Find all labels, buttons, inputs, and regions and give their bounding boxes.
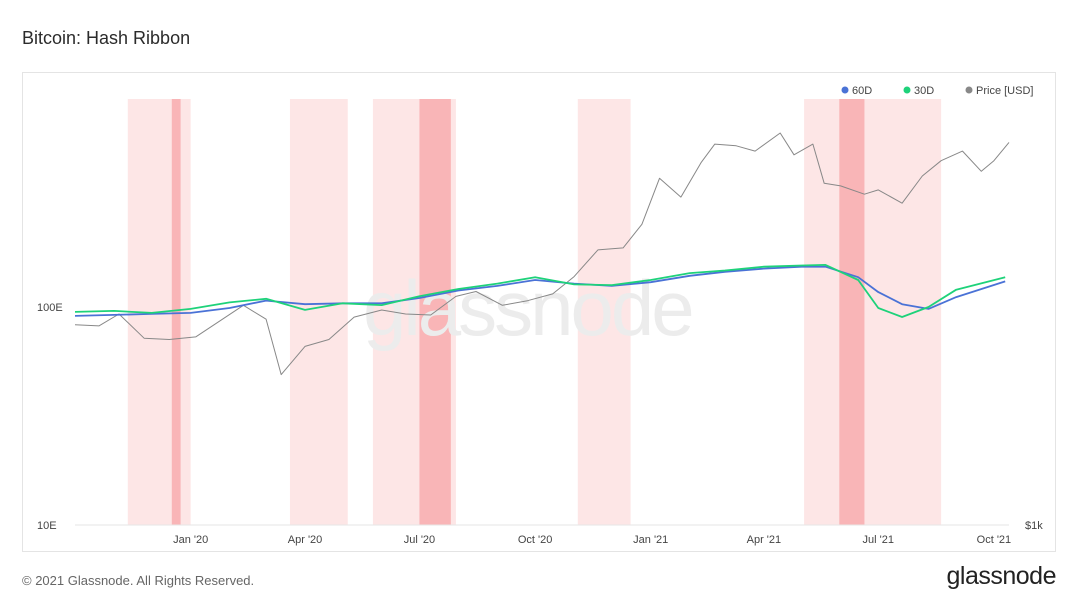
glassnode-logo: glassnode bbox=[946, 562, 1057, 590]
legend-marker bbox=[841, 86, 849, 94]
legend-marker bbox=[965, 86, 973, 94]
watermark-text: glassnode bbox=[363, 264, 692, 352]
copyright-text: © 2021 Glassnode. All Rights Reserved. bbox=[22, 573, 255, 588]
chart-card: glassnode 10E 100E $1k Jan '20 Apr '20 Jul '20… bbox=[22, 72, 1056, 552]
y-tick-label: 100E bbox=[37, 302, 63, 314]
series-line-30d bbox=[74, 264, 1006, 318]
x-tick-label: Oct '21 bbox=[977, 534, 1012, 546]
x-tick-label: Jan '21 bbox=[633, 534, 668, 546]
capitulation-band-8 bbox=[839, 99, 865, 525]
series-line-price-usd bbox=[74, 132, 1010, 376]
page-title: Bitcoin: Hash Ribbon bbox=[22, 28, 191, 48]
x-tick-label: Jul '20 bbox=[404, 534, 435, 546]
y-right-tick-label: $1k bbox=[1025, 520, 1043, 532]
x-tick-label: Oct '20 bbox=[518, 534, 553, 546]
legend-entry-2[interactable]: 30D bbox=[914, 85, 934, 97]
legend-entry-3[interactable]: Price [USD] bbox=[976, 85, 1033, 97]
x-tick-label: Apr '21 bbox=[747, 534, 782, 546]
capitulation-band-3 bbox=[289, 99, 348, 525]
y-tick-label: 10E bbox=[37, 520, 57, 532]
x-tick-label: Apr '20 bbox=[288, 534, 323, 546]
x-tick-label: Jul '21 bbox=[863, 534, 894, 546]
capitulation-band-6 bbox=[577, 99, 631, 525]
legend-entry-1[interactable]: 60D bbox=[852, 85, 872, 97]
capitulation-band-2 bbox=[171, 99, 181, 525]
hash-ribbon-chart[interactable]: glassnode 10E 100E $1k Jan '20 Apr '20 Jul '20… bbox=[23, 73, 1057, 553]
legend-marker bbox=[903, 86, 911, 94]
capitulation-band-7 bbox=[804, 99, 942, 525]
x-tick-label: Jan '20 bbox=[173, 534, 208, 546]
